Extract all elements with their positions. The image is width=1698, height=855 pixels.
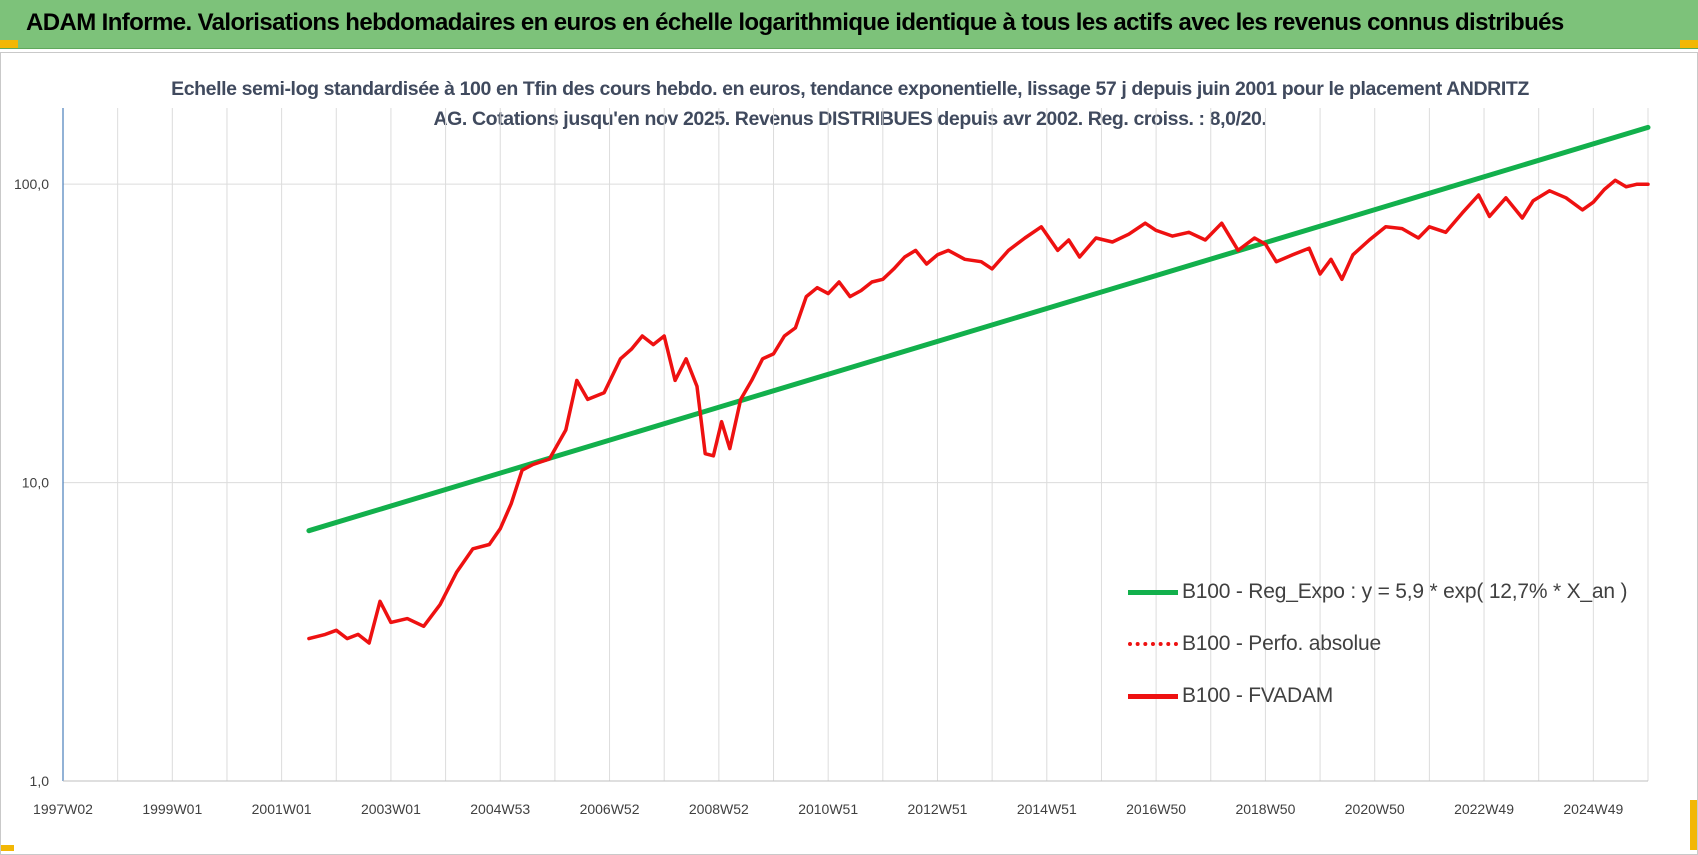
x-tick-label: 2024W49 [1563, 801, 1623, 817]
x-tick-label: 2006W52 [580, 801, 640, 817]
y-tick-label: 10,0 [22, 475, 49, 491]
x-tick-label: 2008W52 [689, 801, 749, 817]
legend-item-fvadam: B100 - FVADAM [1128, 670, 1627, 722]
x-tick-label: 1997W02 [33, 801, 93, 817]
corner-accent-top-right [1680, 40, 1698, 48]
legend-swatch-perfo [1128, 642, 1178, 646]
legend-item-regression: B100 - Reg_Expo : y = 5,9 * exp( 12,7% *… [1128, 566, 1627, 618]
x-tick-label: 2004W53 [470, 801, 530, 817]
y-tick-label: 1,0 [30, 773, 50, 789]
series-regression-line [306, 124, 1651, 534]
legend-swatch-regression [1128, 589, 1178, 595]
x-tick-label: 2014W51 [1017, 801, 1077, 817]
chart-legend: B100 - Reg_Expo : y = 5,9 * exp( 12,7% *… [1128, 566, 1627, 722]
series-fvadam-line [307, 178, 1650, 645]
header-title: ADAM Informe. Valorisations hebdomadaire… [26, 9, 1564, 36]
legend-swatch-fvadam [1128, 693, 1178, 699]
x-tick-label: 1999W01 [142, 801, 202, 817]
header-bar: ADAM Informe. Valorisations hebdomadaire… [0, 0, 1698, 49]
legend-label-fvadam: B100 - FVADAM [1182, 684, 1334, 707]
x-tick-label: 2003W01 [361, 801, 421, 817]
chart-subtitle: Echelle semi-log standardisée à 100 en T… [171, 78, 1529, 130]
y-tick-label: 100,0 [14, 176, 49, 192]
corner-accent-bottom-right [1690, 800, 1698, 850]
x-tick-label: 2001W01 [252, 801, 312, 817]
legend-label-perfo: B100 - Perfo. absolue [1182, 632, 1381, 655]
x-tick-label: 2020W50 [1345, 801, 1405, 817]
corner-accent-bottom-left [0, 845, 14, 851]
x-tick-label: 2018W50 [1235, 801, 1295, 817]
legend-label-regression: B100 - Reg_Expo : y = 5,9 * exp( 12,7% *… [1182, 580, 1628, 603]
legend-item-perfo: B100 - Perfo. absolue [1128, 618, 1627, 670]
x-tick-label: 2010W51 [798, 801, 858, 817]
corner-accent-top-left [0, 40, 18, 48]
x-tick-label: 2016W50 [1126, 801, 1186, 817]
x-tick-label: 2012W51 [908, 801, 968, 817]
x-tick-label: 2022W49 [1454, 801, 1514, 817]
